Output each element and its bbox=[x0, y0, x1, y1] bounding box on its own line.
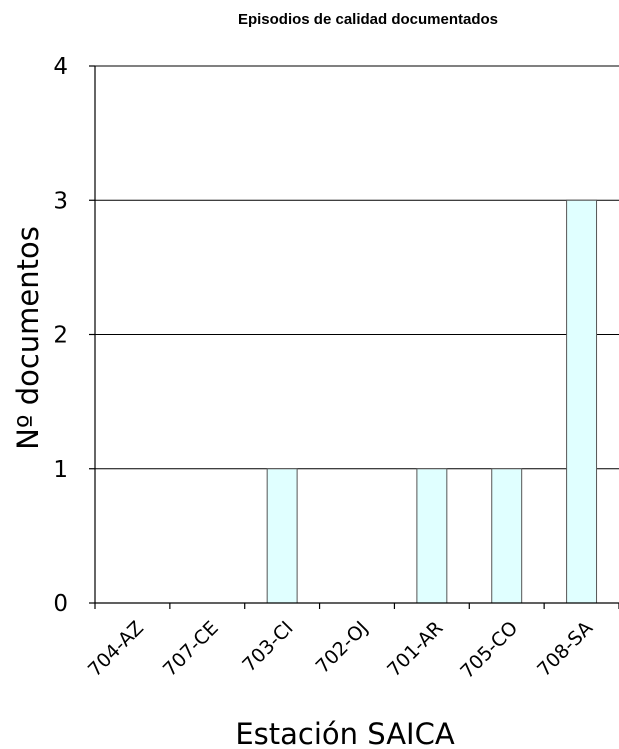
gridlines bbox=[95, 65, 619, 470]
y-axis-label: Nº documentos bbox=[11, 226, 45, 450]
bar-701-ar bbox=[416, 468, 448, 604]
x-tick-label-708-sa: 708-SA bbox=[533, 617, 597, 681]
x-tick-label-707-ce: 707-CE bbox=[159, 617, 223, 681]
y-tick-label-2: 2 bbox=[53, 323, 68, 349]
x-tick-label-701-ar: 701-AR bbox=[383, 617, 447, 681]
y-tick-label-1: 1 bbox=[53, 457, 68, 483]
y-tick-label-4: 4 bbox=[53, 54, 68, 80]
chart-title: Episodios de calidad documentados bbox=[238, 11, 498, 28]
x-tick-label-704-az: 704-AZ bbox=[84, 617, 148, 681]
x-tick-labels: 704-AZ 707-CE 703-CI 702-OJ 701-AR 705-CO 708-… bbox=[84, 617, 597, 683]
y-tick-label-0: 0 bbox=[53, 591, 68, 617]
y-tick-labels: 0 1 2 3 4 bbox=[53, 54, 68, 617]
bar-708-sa bbox=[566, 199, 598, 604]
x-tick-label-702-oj: 702-OJ bbox=[312, 617, 373, 678]
y-tick-label-3: 3 bbox=[53, 188, 68, 214]
x-tick-label-703-ci: 703-CI bbox=[238, 617, 297, 676]
axes bbox=[89, 65, 619, 609]
x-axis-label: Estación SAICA bbox=[235, 717, 455, 749]
x-tick-label-705-co: 705-CO bbox=[456, 617, 522, 683]
bar-705-co bbox=[491, 468, 523, 604]
bar-703-ci bbox=[266, 468, 298, 604]
bars bbox=[266, 199, 598, 604]
